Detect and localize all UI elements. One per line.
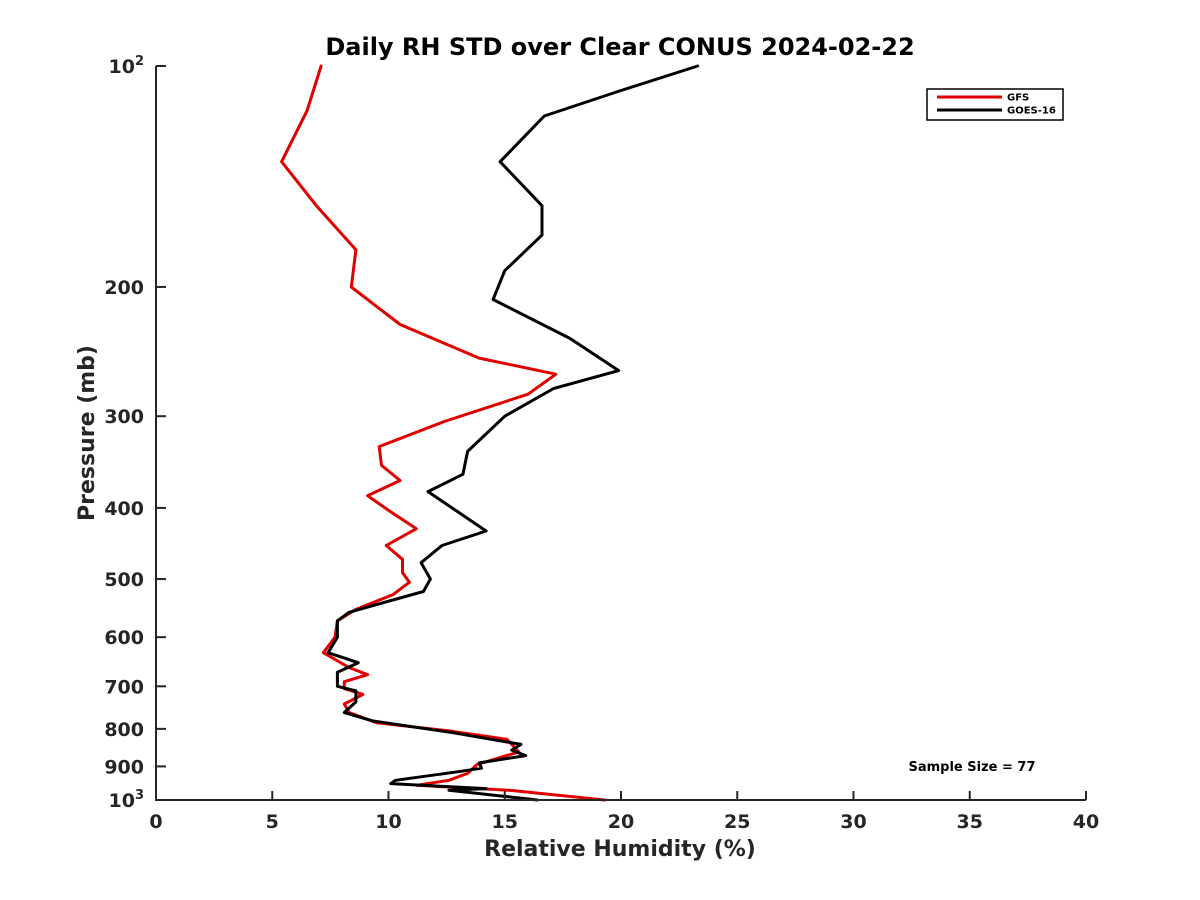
x-axis-label: Relative Humidity (%) (484, 837, 756, 862)
x-tick-label: 35 (957, 811, 983, 833)
y-tick-label: 900 (104, 756, 144, 778)
legend-box (926, 88, 1064, 121)
x-ticks: 0 5 10 15 20 25 30 35 40 (149, 791, 1099, 833)
y-tick-label: 700 (104, 676, 144, 698)
y-tick-label: 300 (104, 406, 144, 428)
chart-title: Daily RH STD over Clear CONUS 2024-02-22 (325, 33, 914, 61)
legend-label-gfs: GFS (1007, 93, 1029, 104)
y-tick-label: 400 (104, 498, 144, 520)
y-axis-label: Pressure (mb) (75, 345, 100, 521)
x-tick-label: 10 (375, 811, 401, 833)
y-tick-label: 200 (104, 277, 144, 299)
x-tick-label: 5 (266, 811, 279, 833)
y-tick-label: 800 (104, 719, 144, 741)
y-tick-label: 500 (104, 569, 144, 591)
x-tick-label: 40 (1073, 811, 1099, 833)
y-tick-label: 102 (109, 54, 145, 78)
x-tick-label: 15 (492, 811, 518, 833)
y-tick-label: 600 (104, 627, 144, 649)
y-tick-label: 103 (109, 788, 145, 812)
y-ticks: 102 200 300 400 500 600 700 800 900 103 (104, 54, 166, 812)
sample-size-annotation: Sample Size = 77 (908, 760, 1035, 775)
series-line-goes-16 (326, 64, 700, 802)
x-tick-label: 20 (608, 811, 634, 833)
plot-lines (280, 64, 700, 802)
x-tick-label: 0 (149, 811, 162, 833)
legend-label-goes-16: GOES-16 (1007, 106, 1056, 117)
x-tick-label: 30 (840, 811, 866, 833)
x-tick-label: 25 (724, 811, 750, 833)
legend: GFS GOES-16 (926, 88, 1064, 121)
